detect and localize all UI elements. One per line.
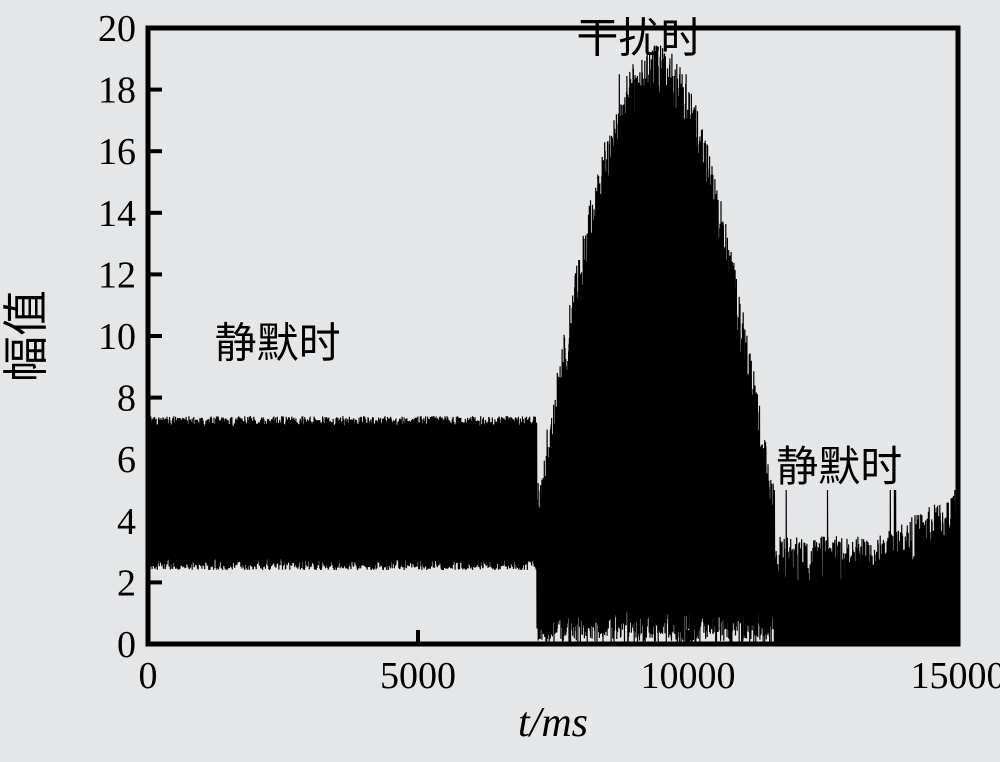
ytick-label: 6 [117,439,136,481]
amplitude-time-chart: 02468101214161820050001000015000t/ms幅值静默… [0,0,1000,762]
annotation-2: 静默时 [776,445,902,491]
annotation-0: 静默时 [215,322,341,368]
ytick-label: 16 [98,131,136,173]
xtick-label: 15000 [911,655,1000,697]
ytick-label: 10 [98,316,136,358]
xtick-label: 0 [139,655,158,697]
ytick-label: 12 [98,254,136,296]
x-axis-title: t/ms [518,700,588,746]
ytick-label: 4 [117,501,136,543]
ytick-label: 2 [117,562,136,604]
ytick-label: 20 [98,8,136,50]
ytick-label: 8 [117,378,136,420]
chart-svg: 02468101214161820050001000015000t/ms幅值静默… [0,0,1000,762]
ytick-label: 0 [117,624,136,666]
xtick-label: 10000 [641,655,736,697]
xtick-label: 5000 [380,655,456,697]
ytick-label: 14 [98,193,136,235]
y-axis-title: 幅值 [1,290,52,382]
annotation-1: 干扰时 [576,17,702,63]
ytick-label: 18 [98,70,136,112]
